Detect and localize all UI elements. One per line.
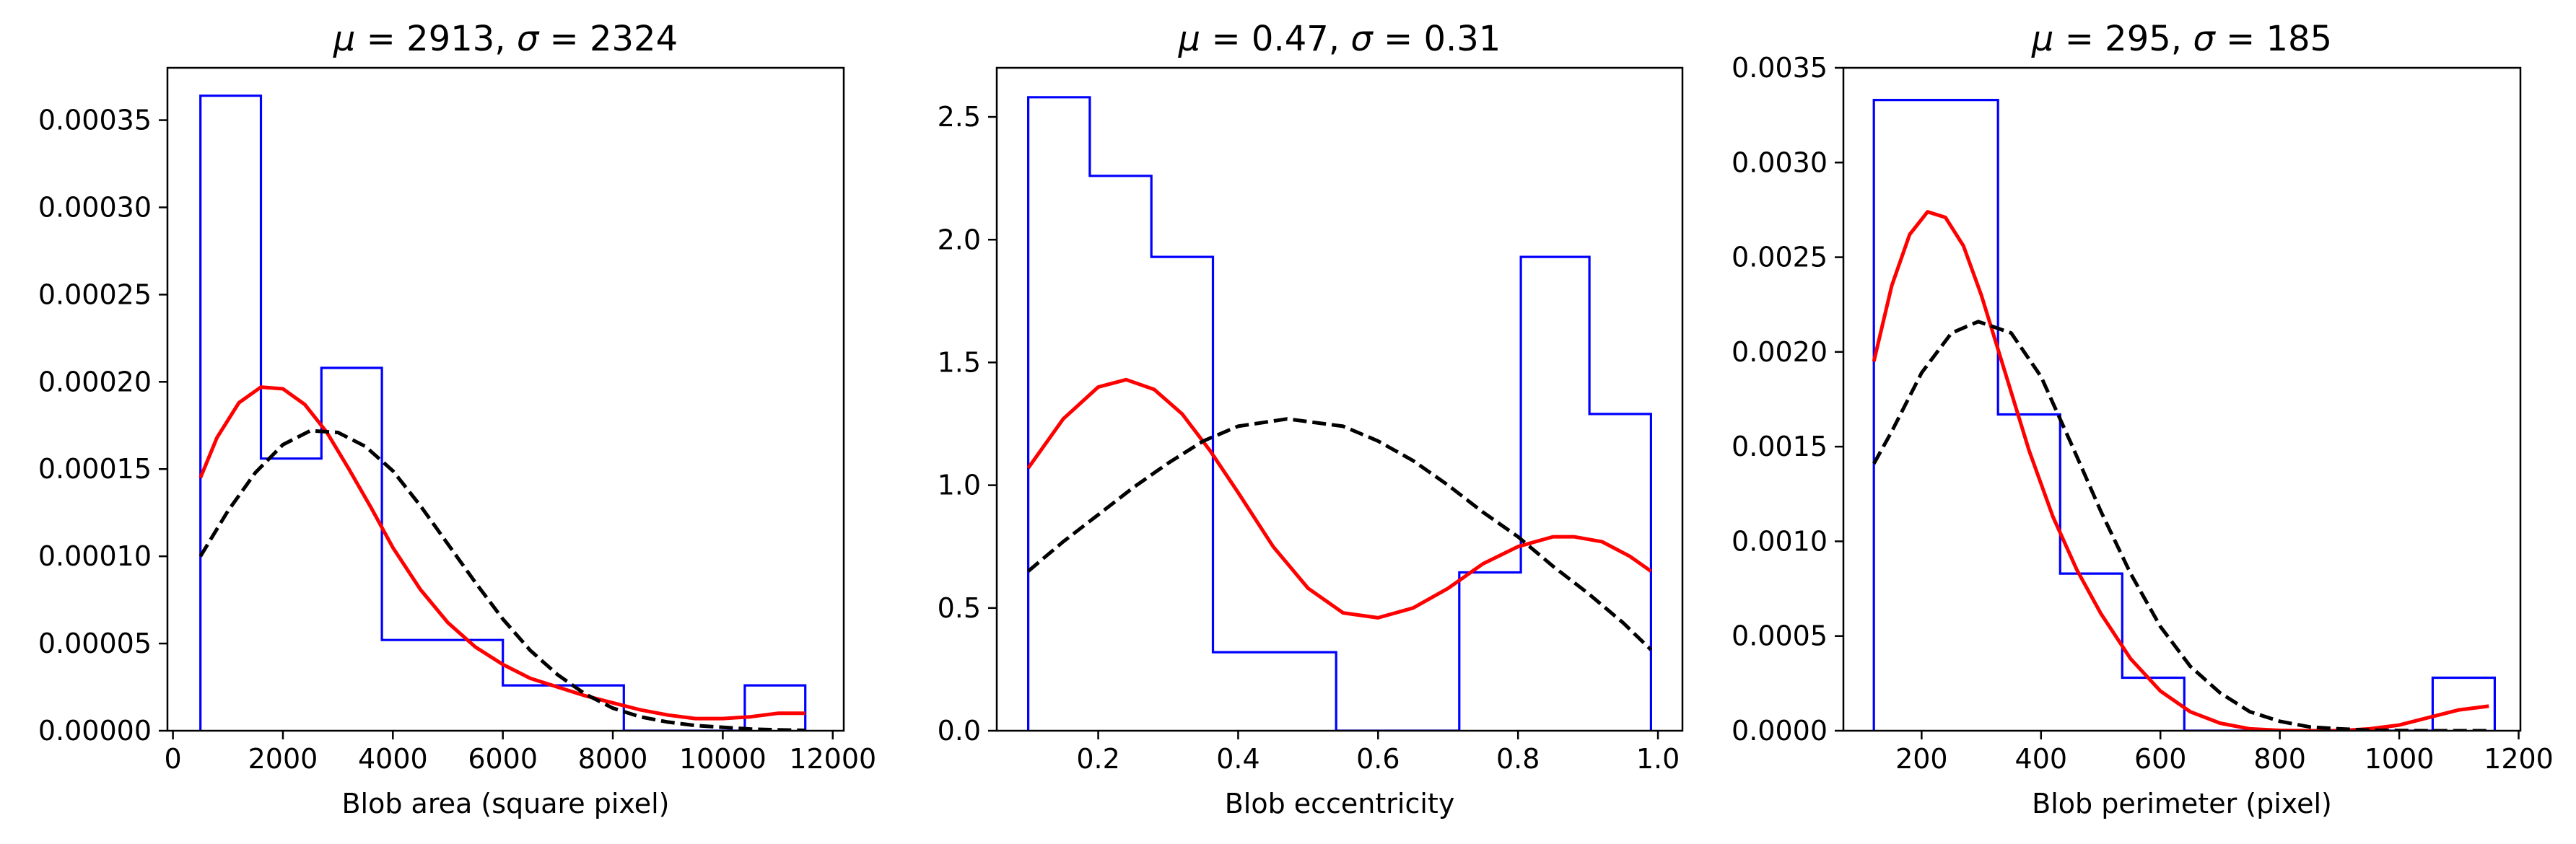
equals-sign: = — [355, 19, 406, 59]
histogram-outline — [1026, 96, 1652, 731]
y-tick-label: 0.5 — [938, 592, 981, 624]
plot-area — [1026, 96, 1653, 731]
histogram-outline — [199, 94, 807, 731]
x-axis-label: Blob perimeter (pixel) — [2032, 788, 2332, 819]
sigma-symbol: σ — [1350, 19, 1374, 59]
y-tick-label: 0.0025 — [1732, 242, 1828, 273]
mu-symbol: μ — [333, 19, 356, 59]
subplot-3: 200 400 600 800 1000 1200 0.0000 0.0005 0.0010 0.… — [1732, 19, 2554, 819]
axes-frame — [1842, 66, 2522, 732]
y-tick-label: 0.0010 — [1732, 525, 1828, 557]
y-tick-label: 0.00035 — [38, 105, 152, 136]
x-tick-label: 0 — [165, 743, 182, 775]
y-tick-label: 0.0035 — [1732, 52, 1828, 84]
mu-symbol: μ — [1178, 19, 1201, 59]
y-tick-label: 2.0 — [938, 224, 981, 255]
x-tick-label: 600 — [2134, 743, 2187, 775]
x-tick-label: 0.4 — [1216, 743, 1259, 775]
kde-curve — [198, 385, 805, 721]
x-tick-label: 1000 — [2365, 743, 2435, 775]
x-tick-label: 0.8 — [1496, 743, 1540, 775]
equals-sign: = — [2215, 19, 2266, 59]
histogram-outline — [1872, 99, 2496, 731]
x-tick-label: 800 — [2253, 743, 2306, 775]
mu-value: 2913 — [406, 19, 494, 59]
y-tick-label: 0.0005 — [1732, 620, 1828, 652]
x-tick-label: 10000 — [679, 743, 767, 775]
sigma-value: 2324 — [590, 19, 678, 59]
x-tick-label: 400 — [2015, 743, 2068, 775]
subplot-2: 0.2 0.4 0.6 0.8 1.0 0.0 0.5 1.0 1.5 2.0 2.5 Blob ec… — [938, 19, 1684, 819]
sigma-symbol: σ — [2193, 19, 2216, 59]
x-tick-label: 0.6 — [1356, 743, 1400, 775]
axes-frame — [166, 66, 845, 732]
mu-value: 0.47 — [1252, 19, 1329, 59]
equals-sign: = — [1200, 19, 1252, 59]
comma: , — [494, 19, 517, 59]
sigma-value: 0.31 — [1423, 19, 1501, 59]
y-tick-label: 0.00025 — [38, 278, 152, 310]
x-tick-label: 1200 — [2484, 743, 2554, 775]
equals-sign: = — [1373, 19, 1424, 59]
equals-sign: = — [538, 19, 590, 59]
y-tick-label: 0.00005 — [38, 628, 152, 659]
y-tick-label: 1.0 — [938, 470, 981, 501]
x-tick-label: 12000 — [789, 743, 876, 775]
y-tick-label: 1.5 — [938, 346, 981, 378]
y-tick-label: 0.00030 — [38, 191, 152, 223]
subplot-title: μ = 2913, σ = 2324 — [333, 19, 678, 59]
subplot-title: μ = 0.47, σ = 0.31 — [1178, 19, 1501, 59]
kde-curve — [1026, 377, 1652, 620]
y-tick-label: 2.5 — [938, 101, 981, 133]
axes-frame — [995, 66, 1684, 732]
x-tick-label: 2000 — [248, 743, 318, 775]
comma: , — [2171, 19, 2193, 59]
normal-fit-curve — [198, 428, 805, 731]
x-tick-label: 1.0 — [1636, 743, 1680, 775]
x-tick-label: 0.2 — [1076, 743, 1119, 775]
x-tick-label: 4000 — [358, 743, 428, 775]
mu-symbol: μ — [2031, 19, 2054, 59]
plot-area — [1872, 99, 2496, 731]
y-tick-label: 0.0030 — [1732, 146, 1828, 178]
y-tick-label: 0.00015 — [38, 453, 152, 485]
y-tick-label: 0.0020 — [1732, 336, 1828, 368]
subplot-1: 0 2000 4000 6000 8000 10000 12000 0.00000 0.0000… — [38, 19, 876, 819]
y-tick-label: 0.0000 — [1732, 715, 1828, 747]
equals-sign: = — [2053, 19, 2105, 59]
x-axis-label: Blob eccentricity — [1225, 788, 1455, 819]
mu-value: 295 — [2105, 19, 2171, 59]
comma: , — [1329, 19, 1351, 59]
kde-curve — [1872, 210, 2489, 731]
normal-fit-curve — [1872, 320, 2489, 731]
sigma-symbol: σ — [517, 19, 540, 59]
plot-area — [198, 94, 807, 731]
x-tick-label: 8000 — [578, 743, 648, 775]
subplot-title: μ = 295, σ = 185 — [2031, 19, 2332, 59]
x-tick-label: 200 — [1895, 743, 1948, 775]
x-tick-label: 6000 — [468, 743, 538, 775]
sigma-value: 185 — [2266, 19, 2332, 59]
y-tick-label: 0.0 — [938, 715, 981, 747]
y-tick-label: 0.0015 — [1732, 431, 1828, 462]
y-tick-label: 0.00000 — [38, 715, 152, 747]
y-tick-label: 0.00010 — [38, 540, 152, 572]
normal-fit-curve — [1026, 417, 1653, 651]
x-axis-label: Blob area (square pixel) — [341, 788, 669, 819]
y-tick-label: 0.00020 — [38, 366, 152, 397]
